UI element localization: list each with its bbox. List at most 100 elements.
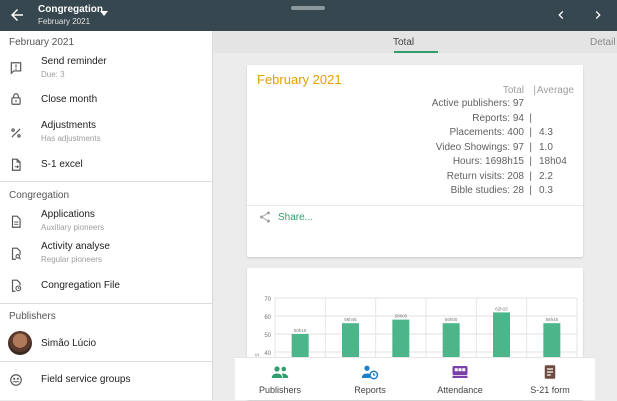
sidebar-item-applications[interactable]: Applications Auxiliary pioneers [0,205,213,237]
stat-row: Video Showings: 97 | 1.0 [247,142,583,155]
sidebar-item-s1-excel[interactable]: S-1 excel [0,152,213,176]
sidebar-item-sub: Has adjustments [41,134,101,143]
stat-separator: | [529,127,532,138]
stat-label: Video Showings: 97 [435,141,524,153]
chevron-left-icon[interactable] [553,7,569,23]
stat-separator: | [529,185,532,196]
sidebar-item-field-service-groups[interactable]: Field service groups [0,368,213,392]
chevron-right-icon[interactable] [590,7,606,23]
stat-row: Placements: 400 | 4.3 [247,127,583,140]
stat-separator: | [529,141,532,153]
document-search-icon [11,247,22,260]
stat-average: 2.2 [539,170,553,182]
title-block[interactable]: Congregation February 2021 [38,4,103,27]
section-header-month: February 2021 [9,37,75,48]
tab-detail[interactable]: Detail [590,37,616,48]
stat-label: Active publishers: 97 [431,98,524,109]
column-header-separator: | [533,85,536,96]
sidebar: February 2021 Send reminder Due: 3 Close… [0,31,213,400]
stat-average: 1.0 [539,141,553,153]
sidebar-item-label: Adjustments [41,120,97,131]
sidebar-item-adjustments[interactable]: Adjustments Has adjustments [0,117,213,149]
back-arrow-icon[interactable] [8,6,26,24]
stat-label: Return visits: 208 [446,170,524,182]
sidebar-item-label: Congregation File [41,280,120,291]
sidebar-item-send-reminder[interactable]: Send reminder Due: 3 [0,52,213,84]
divider [0,303,213,304]
nav-reports[interactable]: Reports [325,358,415,401]
event-seat-icon [452,366,468,378]
people-icon [271,366,289,378]
stat-row: Return visits: 208 | 2.2 [247,171,583,184]
bar-value-label: 50h15 [294,328,307,333]
stat-label: Hours: 1698h15 [452,156,524,167]
dropdown-caret-icon[interactable] [100,11,108,16]
form-icon [544,365,556,379]
group-icon [10,374,22,386]
app-bar: Congregation February 2021 [0,0,617,31]
main-content: Total Detail February 2021 Total | Avera… [214,31,617,400]
column-header-total: Total [502,85,524,96]
reminder-icon [10,62,22,75]
divider [0,361,213,362]
lock-icon [11,93,21,105]
y-tick-label: 50 [264,333,271,339]
sidebar-item-label: Close month [41,94,98,105]
sidebar-item-publisher[interactable]: Simão Lúcio [0,327,213,359]
nav-s21-form[interactable]: S-21 form [505,358,595,401]
sidebar-item-sub: Regular pioneers [41,255,102,264]
bar-value-label: 62h15 [495,306,508,311]
app-subtitle: February 2021 [38,17,91,26]
stat-separator: | [529,156,532,167]
sidebar-item-label: Field service groups [41,374,131,385]
bar-value-label: 56h45 [546,317,559,322]
divider [0,181,213,182]
sidebar-item-label: S-1 excel [41,159,83,170]
stat-separator: | [529,170,532,182]
stat-row: Active publishers: 97 [247,98,583,111]
sidebar-item-congregation-file[interactable]: Congregation File [0,274,213,298]
y-tick-label: 70 [264,297,271,303]
stat-row: Hours: 1698h15 | 18h04 [247,156,583,169]
nav-attendance[interactable]: Attendance [415,358,505,401]
summary-title: February 2021 [257,72,342,87]
share-link[interactable]: Share... [278,212,314,223]
nav-label: Reports [354,385,386,395]
sidebar-item-close-month[interactable]: Close month [0,87,213,111]
nav-label: Attendance [437,385,483,395]
bar-value-label: 56h45 [344,317,357,322]
sidebar-item-label: Simão Lúcio [41,338,97,349]
bar-value-label: 58h00 [395,314,408,319]
percent-icon [11,128,21,138]
section-header-publishers: Publishers [9,311,56,322]
stat-average: 18h04 [539,156,567,167]
avatar [8,331,32,355]
file-clock-icon [11,279,22,292]
tab-total[interactable]: Total [393,37,415,48]
file-export-icon [11,158,21,171]
divider [247,205,583,206]
nav-label: Publishers [258,385,302,395]
y-tick-label: 60 [264,315,271,321]
stat-average: 0.3 [539,185,553,196]
bottom-navigation: Publishers Reports Attendance S-21 form [235,357,595,400]
stat-label: Bible studies: 28 [450,185,524,196]
drag-handle[interactable] [291,6,325,10]
y-tick-label: 40 [264,351,271,357]
nav-label: S-21 form [530,385,570,395]
tab-indicator [394,51,438,53]
stat-row: Bible studies: 28 | 0.3 [247,185,583,198]
document-icon [11,215,21,228]
sidebar-item-label: Activity analyse [41,241,110,252]
sidebar-item-label: Applications [41,209,95,220]
person-clock-icon [361,365,379,380]
nav-publishers[interactable]: Publishers [235,358,325,401]
sidebar-item-sub: Auxiliary pioneers [41,223,105,232]
bar-value-label: 56h00 [445,317,458,322]
section-header-congregation: Congregation [9,190,70,201]
share-icon[interactable] [258,210,272,224]
column-header-average: Average [536,85,574,96]
stat-row: Reports: 94 | [247,113,583,126]
sidebar-item-activity-analyse[interactable]: Activity analyse Regular pioneers [0,237,213,269]
stat-label: Reports: 94 [472,112,524,124]
